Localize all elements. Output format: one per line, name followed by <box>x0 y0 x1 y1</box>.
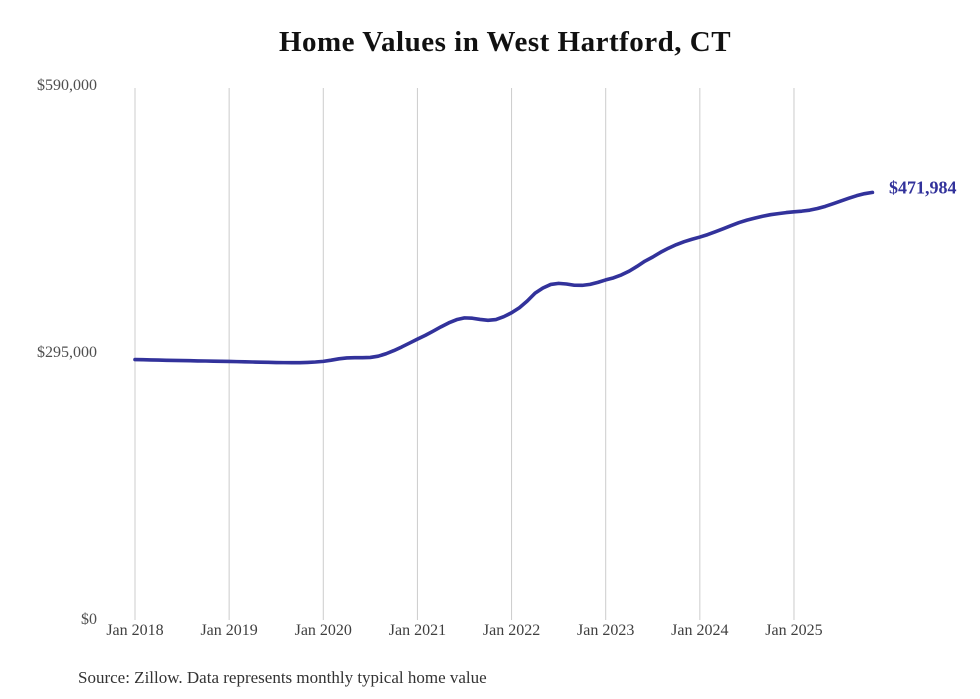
home-value-line <box>133 190 875 365</box>
source-note: Source: Zillow. Data represents monthly … <box>78 668 487 687</box>
y-tick-label: $0 <box>81 611 97 628</box>
y-tick-label: $295,000 <box>37 343 97 361</box>
x-tick-label: Jan 2020 <box>294 622 352 639</box>
x-tick-label: Jan 2019 <box>200 622 258 639</box>
x-tick-label: Jan 2018 <box>106 622 164 639</box>
y-tick-label: $590,000 <box>37 76 97 94</box>
x-tick-label: Jan 2024 <box>671 622 729 639</box>
x-tick-label: Jan 2023 <box>577 622 635 639</box>
x-tick-label: Jan 2022 <box>482 622 541 639</box>
x-tick-label: Jan 2025 <box>765 622 823 639</box>
x-tick-label: Jan 2021 <box>388 622 447 639</box>
latest-value-label: $471,984 <box>889 177 957 198</box>
chart-title: Home Values in West Hartford, CT <box>278 26 732 58</box>
